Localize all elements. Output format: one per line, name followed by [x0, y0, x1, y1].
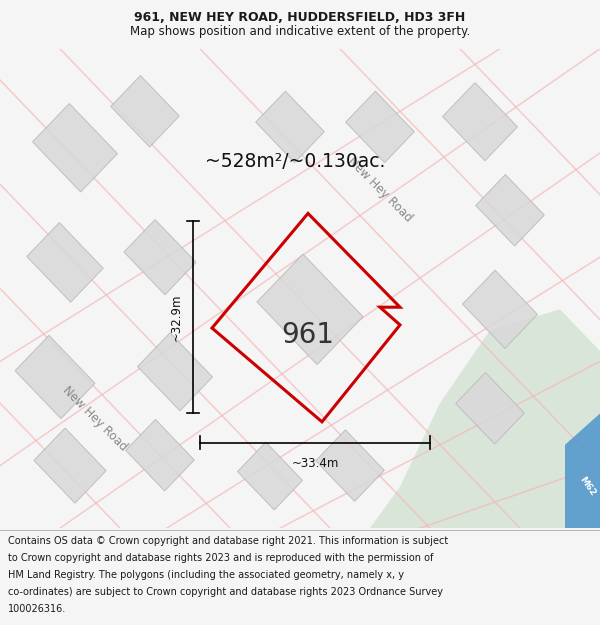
Text: ~528m²/~0.130ac.: ~528m²/~0.130ac. — [205, 152, 385, 171]
Text: 961: 961 — [281, 321, 335, 349]
Polygon shape — [346, 91, 414, 162]
Text: New Hey Road: New Hey Road — [60, 384, 130, 454]
Polygon shape — [565, 414, 600, 528]
Polygon shape — [15, 336, 95, 419]
Polygon shape — [370, 309, 600, 528]
Polygon shape — [256, 91, 324, 162]
Text: New Hey Road: New Hey Road — [345, 154, 415, 224]
Text: Map shows position and indicative extent of the property.: Map shows position and indicative extent… — [130, 25, 470, 38]
Polygon shape — [443, 82, 517, 161]
Text: to Crown copyright and database rights 2023 and is reproduced with the permissio: to Crown copyright and database rights 2… — [8, 553, 433, 563]
Polygon shape — [316, 430, 384, 501]
Text: co-ordinates) are subject to Crown copyright and database rights 2023 Ordnance S: co-ordinates) are subject to Crown copyr… — [8, 587, 443, 597]
Text: 961, NEW HEY ROAD, HUDDERSFIELD, HD3 3FH: 961, NEW HEY ROAD, HUDDERSFIELD, HD3 3FH — [134, 11, 466, 24]
Polygon shape — [111, 76, 179, 147]
Text: ~32.9m: ~32.9m — [170, 293, 183, 341]
Polygon shape — [463, 270, 538, 348]
Polygon shape — [32, 104, 118, 192]
Text: HM Land Registry. The polygons (including the associated geometry, namely x, y: HM Land Registry. The polygons (includin… — [8, 570, 404, 580]
Polygon shape — [238, 442, 302, 510]
Text: M62: M62 — [577, 475, 597, 498]
Polygon shape — [137, 332, 212, 411]
Text: 100026316.: 100026316. — [8, 604, 66, 614]
Polygon shape — [257, 254, 363, 364]
Polygon shape — [27, 222, 103, 302]
Text: ~33.4m: ~33.4m — [292, 458, 338, 470]
Text: Contains OS data © Crown copyright and database right 2021. This information is : Contains OS data © Crown copyright and d… — [8, 536, 448, 546]
Polygon shape — [124, 219, 196, 295]
Polygon shape — [456, 372, 524, 444]
Polygon shape — [34, 428, 106, 503]
Polygon shape — [126, 419, 194, 491]
Polygon shape — [476, 174, 544, 246]
